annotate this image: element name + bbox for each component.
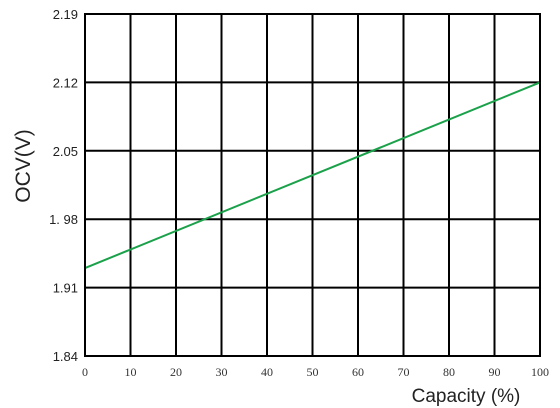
x-tick-label-5: 50 (307, 365, 319, 379)
x-tick-label-6: 60 (352, 365, 364, 379)
x-axis-ticks: 0 10 20 30 40 50 60 70 80 90 100 (82, 365, 549, 379)
x-tick-label-9: 90 (489, 365, 501, 379)
y-tick-label-0: 1.84 (53, 349, 78, 364)
x-tick-label-8: 80 (443, 365, 455, 379)
plot-frame (84, 13, 541, 357)
y-axis-ticks: 1.84 1.91 1. 98 2.05 2.12 2.19 (49, 7, 78, 364)
y-tick-label-5: 2.19 (53, 7, 78, 22)
x-tick-label-0: 0 (82, 365, 88, 379)
y-tick-label-2: 1. 98 (49, 212, 78, 227)
x-tick-label-7: 70 (398, 365, 410, 379)
series-layer (84, 81, 541, 269)
y-tick-label-1: 1.91 (53, 281, 78, 296)
y-tick-label-4: 2.12 (53, 75, 78, 90)
x-tick-label-4: 40 (261, 365, 273, 379)
grid (84, 13, 541, 357)
x-tick-label-3: 30 (216, 365, 228, 379)
x-tick-label-10: 100 (531, 365, 549, 379)
x-tick-label-2: 20 (170, 365, 182, 379)
x-tick-label-1: 10 (125, 365, 137, 379)
y-axis-label: OCV(V) (12, 129, 35, 203)
series-line-0 (84, 81, 541, 269)
x-axis-label: Capacity (%) (412, 386, 521, 407)
y-tick-label-3: 2.05 (53, 144, 78, 159)
